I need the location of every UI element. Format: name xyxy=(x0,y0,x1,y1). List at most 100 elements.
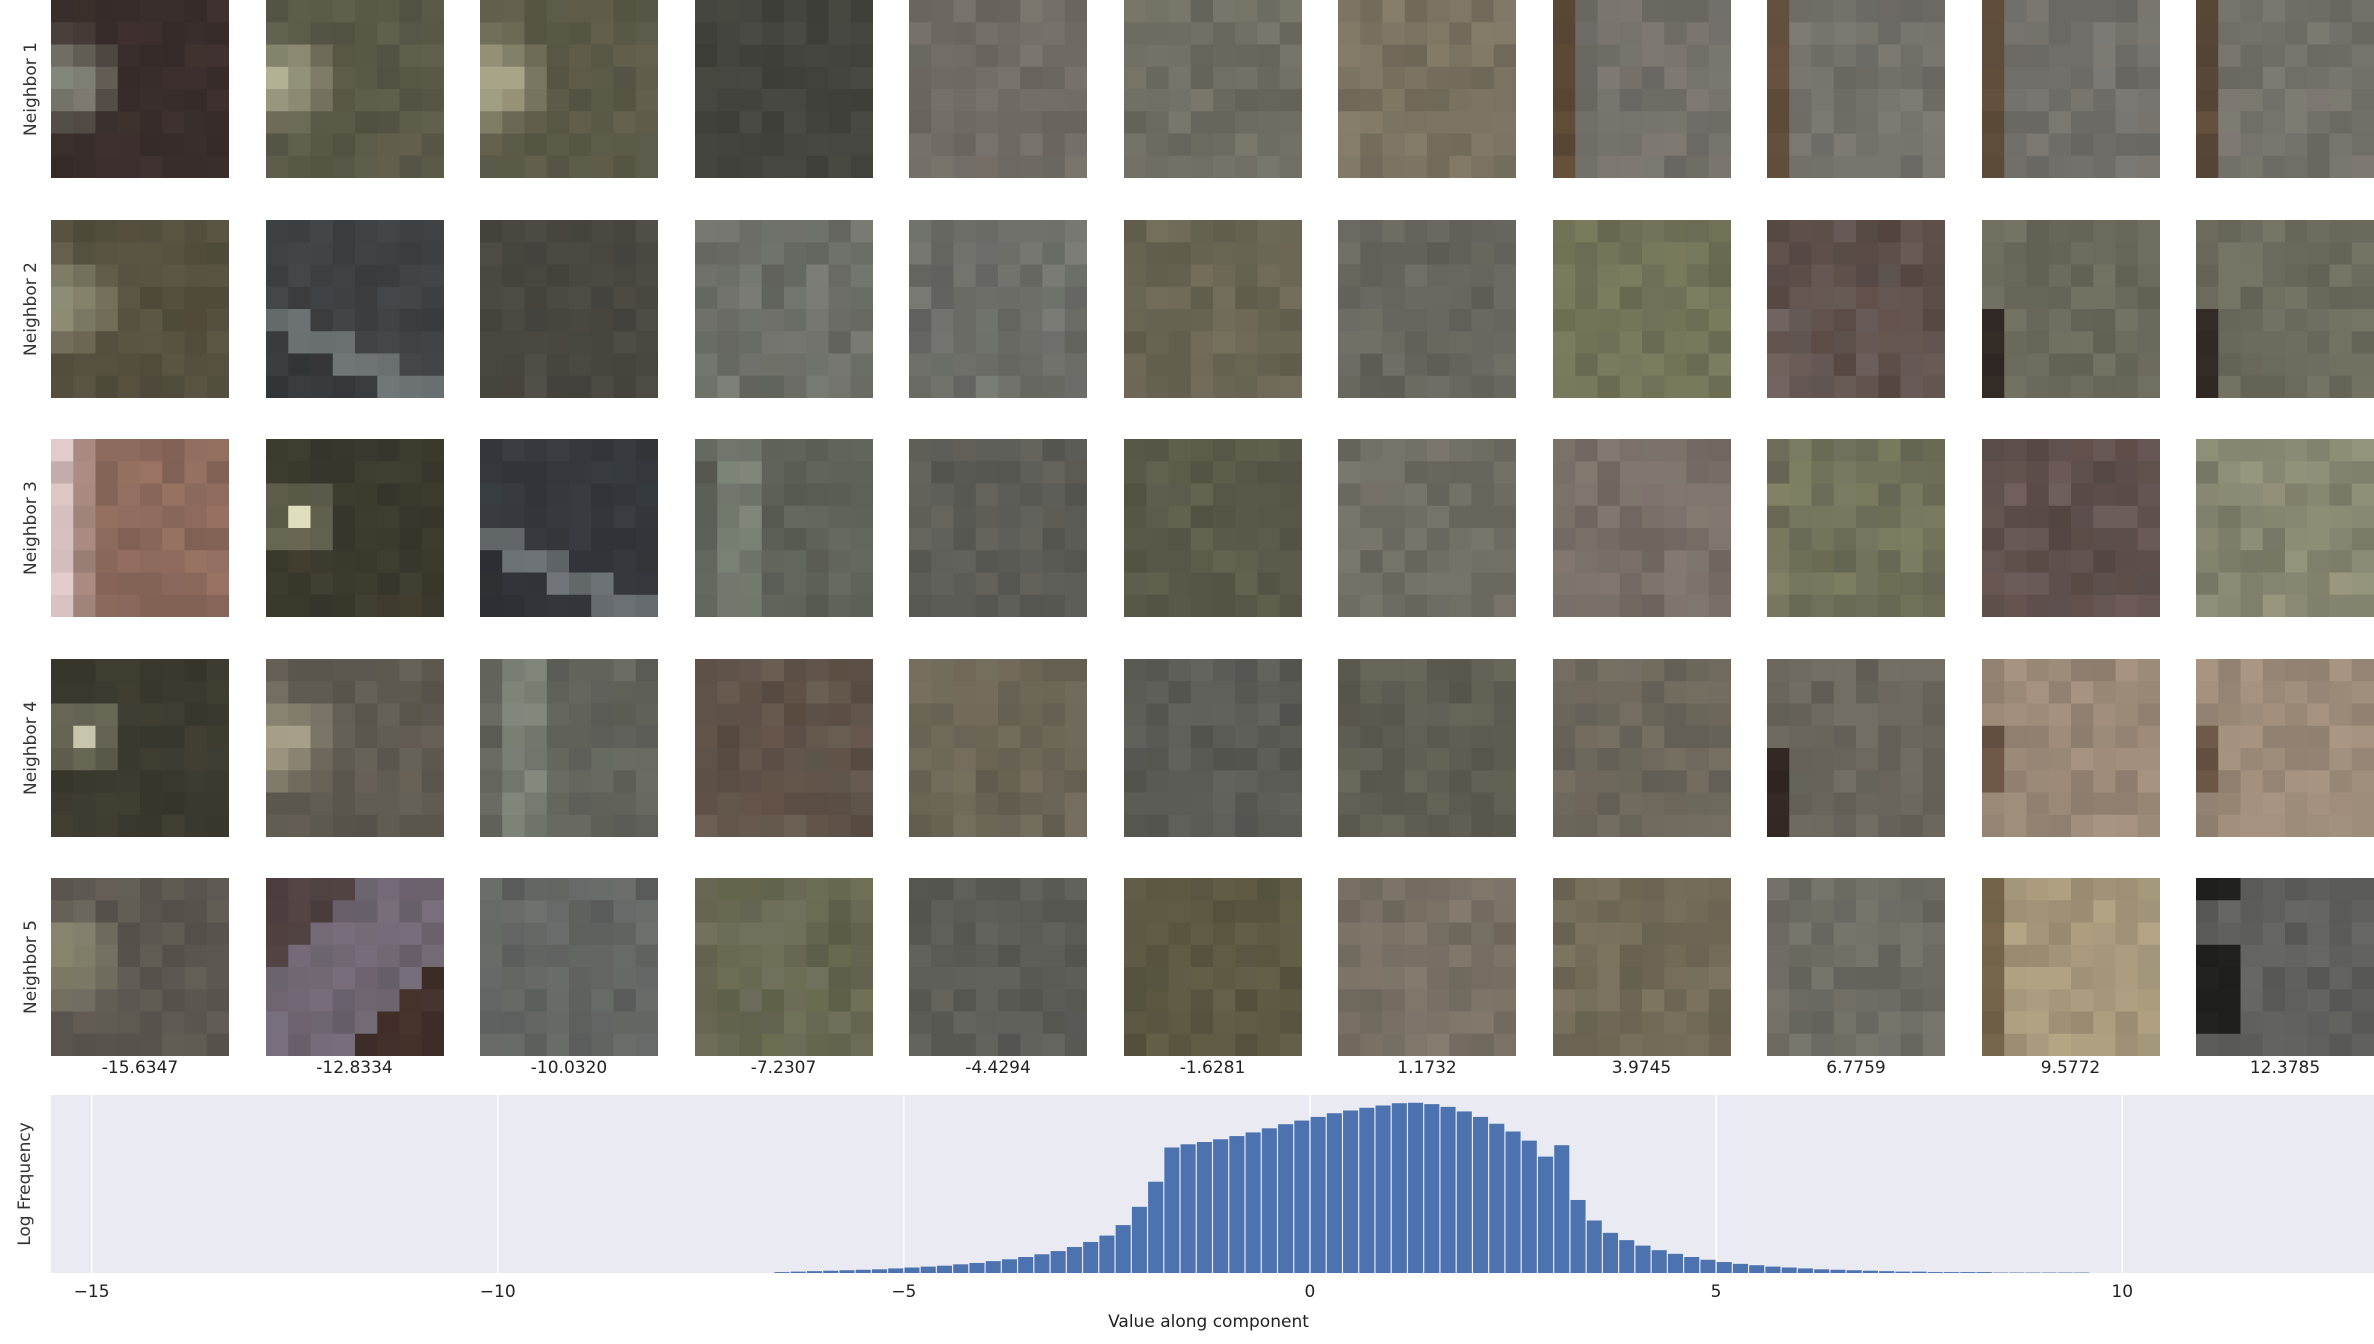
histogram-bar xyxy=(1164,1147,1180,1273)
row-label: Neighbor 3 xyxy=(21,481,41,575)
histogram-bar xyxy=(1408,1102,1424,1273)
histogram-bar xyxy=(1099,1235,1115,1273)
histogram-bar xyxy=(1814,1269,1830,1273)
x-tick-label: −10 xyxy=(480,1282,516,1302)
neighbor-patch xyxy=(1981,219,2160,398)
histogram-bar xyxy=(1586,1220,1602,1273)
neighbor-patch xyxy=(265,658,444,837)
column-value-label: -7.2307 xyxy=(750,1058,817,1078)
histogram-bar xyxy=(1001,1259,1017,1273)
x-tick-label: −15 xyxy=(74,1282,110,1302)
neighbor-patch xyxy=(1767,878,1945,1056)
histogram-bar xyxy=(1359,1107,1375,1273)
histogram-bar xyxy=(1294,1120,1310,1273)
histogram-bar xyxy=(1424,1104,1440,1273)
histogram-bar xyxy=(1018,1257,1034,1273)
histogram-bar xyxy=(1456,1111,1472,1273)
neighbor-patch xyxy=(51,219,229,398)
column-value-label: 3.9745 xyxy=(1611,1058,1672,1078)
histogram-bar xyxy=(1148,1181,1164,1273)
histogram-bar xyxy=(1667,1253,1683,1273)
neighbor-patch xyxy=(1123,658,1302,837)
histogram-bar xyxy=(1521,1140,1537,1273)
neighbor-patch xyxy=(694,439,873,617)
neighbor-patch xyxy=(1981,439,2160,617)
histogram-bar xyxy=(1261,1128,1277,1273)
histogram-bar xyxy=(839,1270,855,1273)
histogram-bar xyxy=(1213,1139,1229,1273)
neighbor-patch xyxy=(51,878,229,1056)
neighbor-patch xyxy=(480,878,658,1056)
plot-background xyxy=(51,1095,2374,1273)
histogram-bar xyxy=(1440,1106,1456,1273)
histogram-bar xyxy=(1554,1145,1570,1273)
neighbor-patch xyxy=(480,0,658,178)
histogram-bar xyxy=(1245,1132,1261,1273)
histogram-bar xyxy=(985,1261,1001,1273)
histogram-bar xyxy=(1310,1116,1326,1273)
histogram-bar xyxy=(1765,1266,1781,1273)
histogram-bar xyxy=(1375,1105,1391,1273)
histogram-bar xyxy=(1635,1245,1651,1273)
neighbor-patch xyxy=(1552,658,1731,837)
neighbor-patch xyxy=(480,439,658,617)
histogram-bar xyxy=(1700,1259,1716,1273)
column-value-label: -12.8334 xyxy=(316,1058,393,1078)
neighbor-patch xyxy=(1338,878,1516,1056)
neighbor-patch xyxy=(1338,439,1516,617)
histogram-bar xyxy=(1343,1110,1359,1273)
neighbor-patch xyxy=(1123,878,1302,1056)
histogram-bar xyxy=(1083,1241,1099,1273)
x-tick-label: 5 xyxy=(1711,1282,1722,1302)
neighbor-patch xyxy=(1552,439,1731,617)
neighbor-patch xyxy=(1123,219,1302,398)
neighbor-patch xyxy=(265,219,444,398)
neighbor-patch xyxy=(1981,0,2160,178)
histogram-bar xyxy=(1830,1269,1846,1273)
neighbor-patch xyxy=(2196,658,2374,837)
column-value-label: -15.6347 xyxy=(101,1058,179,1078)
neighbor-patch xyxy=(1767,219,1945,398)
histogram-chart: −15 −10 −5 0 5 10 Value along component Log Fre… xyxy=(15,1095,2374,1332)
y-axis-label: Log Frequency xyxy=(15,1122,35,1246)
neighbor-patch xyxy=(2196,439,2374,617)
neighbor-patch xyxy=(1123,0,1302,178)
histogram-bar xyxy=(790,1271,806,1273)
histogram-bar xyxy=(823,1270,839,1273)
histogram-bar xyxy=(1619,1240,1635,1273)
histogram-bar xyxy=(1391,1103,1407,1273)
histogram-bar xyxy=(920,1266,936,1273)
column-value-label: 6.7759 xyxy=(1826,1058,1886,1078)
neighbor-patch xyxy=(909,0,1087,178)
neighbor-patch xyxy=(1552,0,1731,178)
row-label: Neighbor 5 xyxy=(21,920,41,1014)
histogram-bar xyxy=(936,1265,952,1273)
histogram-bar xyxy=(1050,1251,1066,1273)
neighbor-patch xyxy=(909,878,1087,1056)
histogram-bar xyxy=(888,1268,904,1273)
histogram-bar xyxy=(1131,1206,1147,1273)
neighbor-patch xyxy=(1338,219,1516,398)
histogram-bar xyxy=(1115,1225,1131,1273)
neighbor-patch xyxy=(694,658,873,837)
histogram-bar xyxy=(1944,1272,1960,1273)
histogram-bar xyxy=(1797,1268,1813,1273)
histogram-bar xyxy=(1846,1270,1862,1273)
neighbor-grid: Neighbor 1 Neighbor 2 Neighbor 3 Neighbor 4… xyxy=(21,0,2374,1078)
histogram-bar xyxy=(1976,1272,1992,1273)
histogram-bar xyxy=(969,1262,985,1273)
x-tick-label: −5 xyxy=(891,1282,916,1302)
row-label: Neighbor 4 xyxy=(21,700,41,795)
neighbor-patch xyxy=(480,219,658,398)
neighbor-patch xyxy=(1338,0,1516,178)
histogram-bar xyxy=(1927,1272,1943,1273)
histogram-bar xyxy=(904,1267,920,1273)
histogram-bar xyxy=(953,1264,969,1273)
neighbor-patch xyxy=(694,878,873,1056)
histogram-bar xyxy=(1960,1272,1976,1273)
histogram-bar xyxy=(1879,1271,1895,1273)
histogram-bar xyxy=(1684,1257,1700,1273)
histogram-bar xyxy=(871,1269,888,1273)
histogram-bar xyxy=(1749,1265,1765,1273)
neighbor-patch xyxy=(265,0,444,178)
